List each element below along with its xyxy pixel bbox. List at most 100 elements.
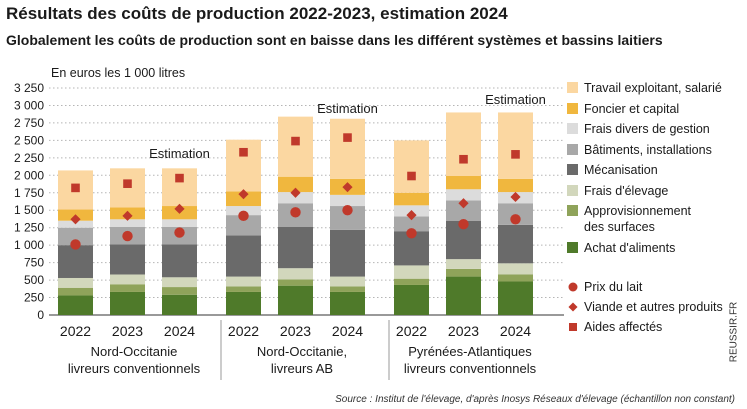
- bar-segment: [58, 287, 93, 296]
- chart-title: Résultats des coûts de production 2022-2…: [6, 4, 508, 23]
- marker-prix-du-lait: [510, 214, 521, 225]
- bar-segment: [278, 176, 313, 193]
- bar-segment: [498, 112, 533, 179]
- marker-viande: [342, 182, 353, 193]
- legend-label: Prix du lait: [584, 280, 643, 294]
- bar-segment: [330, 276, 365, 287]
- y-tick-label: 1 500: [14, 203, 44, 217]
- brand-watermark: REUSSIR.FR: [726, 292, 742, 372]
- bar-segment: [278, 279, 313, 286]
- y-tick-label: 2 250: [14, 151, 44, 165]
- bar-segment: [394, 265, 429, 279]
- y-tick-label: 2 500: [14, 133, 44, 147]
- y-tick-label: 3 000: [14, 98, 44, 112]
- annotation-estimation: Estimation: [485, 92, 546, 107]
- legend-label: Approvisionnement: [584, 204, 692, 218]
- legend-label: Travail exploitant, salarié: [584, 81, 722, 95]
- bar-segment: [446, 176, 481, 190]
- bar-segment: [498, 263, 533, 275]
- x-tick-label: 2022: [396, 323, 427, 339]
- bar-segment: [58, 245, 93, 278]
- marker-aides: [291, 136, 300, 146]
- bar-segment: [394, 278, 429, 285]
- bar-segment: [58, 295, 93, 315]
- x-tick-label: 2024: [500, 323, 531, 339]
- bar-segment: [446, 259, 481, 269]
- legend-label: Frais divers de gestion: [584, 122, 710, 136]
- bar-segment: [110, 291, 145, 315]
- bar-segment: [330, 229, 365, 277]
- group-label: Nord-Occitanie: [91, 344, 178, 359]
- marker-prix-du-lait: [342, 205, 353, 216]
- bar-segment: [162, 219, 197, 227]
- bar-segment: [226, 291, 261, 315]
- marker-aides: [407, 171, 416, 181]
- legend-label: des surfaces: [584, 220, 655, 234]
- legend-swatch: [567, 185, 578, 196]
- annotation-estimation: Estimation: [149, 146, 210, 161]
- bar-segment: [330, 206, 365, 230]
- legend-marker: [569, 323, 577, 331]
- x-tick-label: 2022: [60, 323, 91, 339]
- legend-label: Foncier et capital: [584, 102, 679, 116]
- bar-segment: [226, 139, 261, 192]
- bar-segment: [226, 286, 261, 292]
- marker-prix-du-lait: [122, 230, 133, 242]
- group-label: Pyrénées-Atlantiques: [408, 344, 532, 359]
- bar-segment: [330, 286, 365, 292]
- legend-swatch: [567, 205, 578, 216]
- bar-segment: [394, 192, 429, 206]
- marker-aides: [123, 179, 132, 188]
- legend-label: Frais d'élevage: [584, 184, 668, 198]
- bar-segment: [498, 281, 533, 315]
- y-tick-label: 750: [24, 256, 44, 270]
- legend-marker: [568, 302, 578, 312]
- x-tick-label: 2023: [280, 323, 311, 339]
- x-tick-label: 2024: [332, 323, 363, 339]
- marker-prix-du-lait: [174, 227, 185, 238]
- marker-viande: [406, 210, 417, 221]
- bar-segment: [330, 118, 365, 179]
- bar-segment: [278, 226, 313, 269]
- marker-aides: [459, 154, 468, 164]
- bar-segment: [330, 194, 365, 207]
- bar-segment: [110, 284, 145, 292]
- y-tick-label: 1 750: [14, 186, 44, 200]
- bar-segment: [58, 227, 93, 246]
- marker-prix-du-lait: [290, 207, 301, 218]
- legend-label: Viande et autres produits: [584, 300, 723, 314]
- brand-text: REUSSIR.FR: [728, 301, 740, 363]
- legend-swatch: [567, 123, 578, 134]
- bar-segment: [330, 291, 365, 315]
- bar-segment: [446, 276, 481, 315]
- legend-swatch: [567, 82, 578, 93]
- bar-segment: [498, 224, 533, 264]
- bar-segment: [278, 268, 313, 280]
- bar-segment: [446, 268, 481, 277]
- x-tick-label: 2023: [112, 323, 143, 339]
- bar-segment: [162, 287, 197, 295]
- y-tick-label: 250: [24, 291, 44, 305]
- marker-viande: [122, 210, 133, 221]
- legend-label: Achat d'aliments: [584, 241, 675, 255]
- group-label: livreurs conventionnels: [404, 361, 537, 376]
- bar-segment: [162, 294, 197, 315]
- y-tick-label: 500: [24, 273, 44, 287]
- legend-swatch: [567, 164, 578, 175]
- marker-prix-du-lait: [406, 228, 417, 239]
- source-note: Source : Institut de l'élevage, d'après …: [335, 394, 735, 405]
- marker-aides: [511, 150, 520, 159]
- bar-segment: [58, 277, 93, 288]
- y-tick-label: 1 250: [14, 221, 44, 235]
- legend-swatch: [567, 144, 578, 155]
- marker-viande: [174, 203, 185, 214]
- marker-aides: [343, 133, 352, 142]
- chart-subtitle: Globalement les coûts de production sont…: [6, 32, 663, 48]
- group-label: livreurs AB: [271, 361, 333, 376]
- bar-segment: [278, 116, 313, 177]
- bar-segment: [498, 178, 533, 193]
- y-tick-label: 2 750: [14, 116, 44, 130]
- marker-viande: [290, 187, 301, 198]
- bar-segment: [446, 200, 481, 221]
